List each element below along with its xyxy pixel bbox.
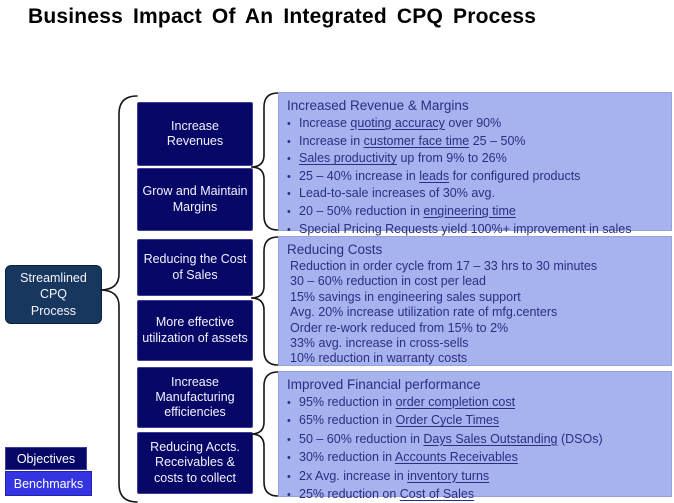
benchmark-text: 65% reduction in Order Cycle Times [299, 413, 500, 428]
bullet-icon: • [287, 170, 291, 183]
benchmark-list: • Increase quoting accuracy over 90% • Incr… [287, 115, 665, 238]
benchmark-text: 15% savings in engineering sales support [290, 289, 521, 304]
benchmark-item: • 65% reduction in Order Cycle Times [287, 412, 665, 430]
benchmark-item: • 2x Avg. increase in inventory turns [287, 468, 665, 486]
benchmark-text: 30% reduction in Accounts Receivables [299, 450, 518, 465]
brace-group-1-icon [250, 92, 279, 231]
bullet-icon: • [287, 223, 291, 236]
benchmark-text: Increase quoting accuracy over 90% [299, 116, 502, 130]
panel-header: Reducing Costs [287, 242, 383, 257]
benchmark-text: Order re-work reduced from 15% to 2% [290, 320, 509, 335]
bullet-icon: • [287, 397, 291, 409]
benchmark-text: Avg. 20% increase utilization rate of mf… [290, 305, 558, 320]
benchmark-item: 30 – 60% reduction in cost per lead [287, 274, 665, 289]
benchmark-panel-reducing-costs: Reducing Costs Reduction in order cycle … [278, 236, 672, 366]
bullet-icon: • [287, 153, 291, 166]
benchmark-item: • 25% reduction on Cost of Sales [287, 486, 665, 503]
benchmark-item: • Increase in customer face time 25 – 50% [287, 133, 665, 151]
benchmark-text: Lead-to-sale increases of 30% avg. [299, 186, 495, 201]
benchmark-text: Sales productivity up from 9% to 26% [299, 151, 507, 166]
objective-box-reduce-cost-of-sales: Reducing the Cost of Sales [137, 239, 253, 296]
benchmark-item: 15% savings in engineering sales support [287, 290, 665, 305]
benchmark-item: • Sales productivity up from 9% to 26% [287, 150, 665, 168]
benchmark-item: Reduction in order cycle from 17 – 33 hr… [287, 259, 665, 274]
benchmark-list: • 95% reduction in order completion cost •… [287, 394, 665, 503]
brace-group-3-icon [250, 371, 279, 497]
benchmark-item: • 20 – 50% reduction in engineering time [287, 203, 665, 221]
bullet-icon: • [287, 118, 291, 130]
benchmark-item: • 50 – 60% reduction in Days Sales Outsta… [287, 431, 665, 449]
bullet-icon: • [287, 470, 291, 483]
objective-box-asset-utilization: More effective utilization of assets [137, 300, 253, 361]
benchmark-text: Increase in customer face time 25 – 50% [299, 133, 526, 148]
benchmark-text: 25% reduction on Cost of Sales [299, 487, 475, 502]
benchmark-text: Reduction in order cycle from 17 – 33 hr… [290, 259, 598, 273]
legend-benchmarks: Benchmarks [5, 471, 92, 496]
bullet-icon: • [287, 489, 291, 502]
benchmark-item: 33% avg. increase in cross-sells [287, 336, 665, 351]
objective-box-manufacturing-efficiencies: Increase Manufacturing efficiencies [137, 367, 253, 428]
benchmark-item: • Increase quoting accuracy over 90% [287, 115, 665, 133]
bullet-icon: • [287, 452, 291, 465]
objective-box-accts-receivables: Reducing Accts. Receivables & costs to c… [137, 432, 253, 494]
benchmark-item: • 25 – 40% increase in leads for configur… [287, 168, 665, 186]
benchmark-item: • Lead-to-sale increases of 30% avg. [287, 185, 665, 203]
bullet-icon: • [287, 433, 291, 446]
benchmark-text: 30 – 60% reduction in cost per lead [290, 274, 486, 289]
brace-main-icon [99, 95, 138, 503]
bullet-icon: • [287, 135, 291, 148]
legend-objectives: Objectives [5, 447, 87, 470]
benchmark-item: Avg. 20% increase utilization rate of mf… [287, 305, 665, 320]
benchmark-text: 33% avg. increase in cross-sells [290, 336, 469, 351]
benchmark-panel-financial-performance: Improved Financial performance • 95% redu… [278, 371, 672, 501]
benchmark-item: 10% reduction in warranty costs [287, 351, 665, 366]
objective-box-grow-margins: Grow and Maintain Margins [137, 168, 253, 231]
bullet-icon: • [287, 415, 291, 428]
benchmark-item: • 30% reduction in Accounts Receivables [287, 449, 665, 467]
benchmark-text: 25 – 40% increase in leads for configure… [299, 168, 581, 183]
bullet-icon: • [287, 188, 291, 201]
page-title: Business Impact Of An Integrated CPQ Pro… [28, 5, 537, 28]
benchmark-text: 20 – 50% reduction in engineering time [299, 203, 516, 218]
benchmark-text: Special Pricing Requests yield 100%+ imp… [299, 221, 632, 236]
benchmark-text: 2x Avg. increase in inventory turns [299, 468, 490, 483]
brace-group-2-icon [250, 236, 279, 366]
benchmark-panel-revenue-margins: Increased Revenue & Margins • Increase qu… [278, 92, 672, 236]
benchmark-text: 10% reduction in warranty costs [290, 351, 468, 366]
panel-header: Increased Revenue & Margins [287, 98, 469, 113]
benchmark-text: 95% reduction in order completion cost [299, 395, 516, 409]
benchmark-text: 50 – 60% reduction in Days Sales Outstan… [299, 431, 603, 446]
objective-box-increase-revenues: Increase Revenues [137, 102, 253, 166]
benchmark-item: • Special Pricing Requests yield 100%+ im… [287, 221, 665, 239]
cpq-process-box: Streamlined CPQ Process [5, 265, 102, 324]
bullet-icon: • [287, 205, 291, 218]
benchmark-list: Reduction in order cycle from 17 – 33 hr… [287, 259, 665, 367]
benchmark-item: Order re-work reduced from 15% to 2% [287, 321, 665, 336]
benchmark-item: • 95% reduction in order completion cost [287, 394, 665, 412]
panel-header: Improved Financial performance [287, 377, 481, 392]
